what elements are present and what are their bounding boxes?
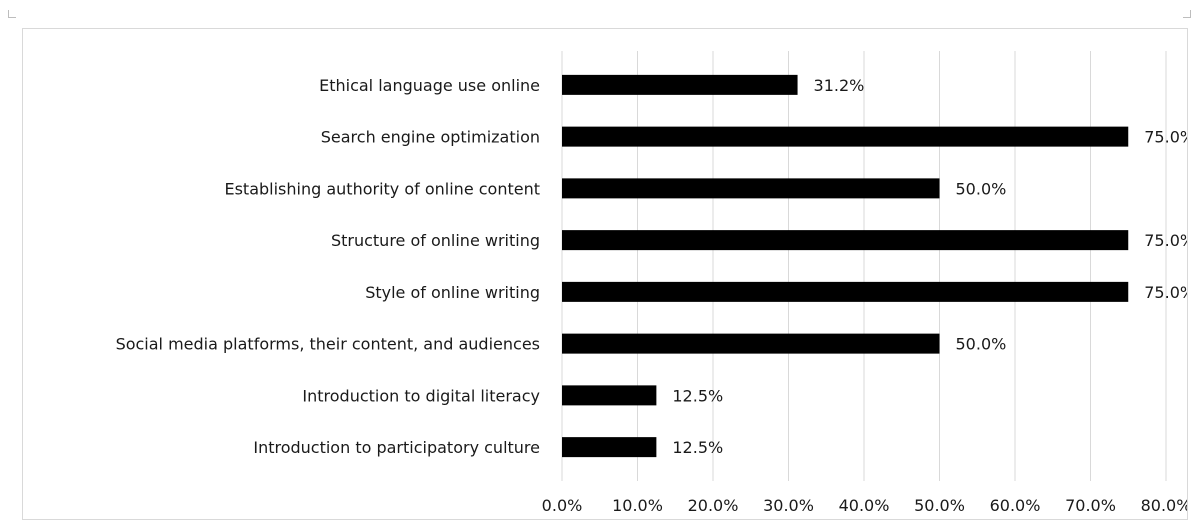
x-tick-label: 0.0% <box>542 496 583 515</box>
data-label: 75.0% <box>1144 128 1187 147</box>
x-axis-tick-labels: 0.0% 10.0% 20.0% 30.0% 40.0% 50.0% 60.0% 70.0% 8… <box>542 496 1192 515</box>
x-tick-label: 40.0% <box>839 496 890 515</box>
x-tick-label: 80.0% <box>1141 496 1187 515</box>
bar <box>562 178 940 199</box>
category-label: Introduction to digital literacy <box>302 386 540 405</box>
bar <box>562 385 657 406</box>
data-label: 12.5% <box>672 438 723 457</box>
x-tick-label: 10.0% <box>612 496 663 515</box>
x-tick-label: 30.0% <box>763 496 814 515</box>
data-label: 50.0% <box>956 179 1007 198</box>
category-label: Structure of online writing <box>331 231 540 250</box>
category-label: Ethical language use online <box>319 76 540 95</box>
data-label: 12.5% <box>672 386 723 405</box>
bar <box>562 230 1129 251</box>
x-tick-label: 60.0% <box>990 496 1041 515</box>
bars <box>562 74 1129 458</box>
data-label: 31.2% <box>814 76 865 95</box>
x-tick-label: 50.0% <box>914 496 965 515</box>
category-labels: Ethical language use online Search engine… <box>116 76 540 457</box>
bar <box>562 437 657 458</box>
data-label: 50.0% <box>956 335 1007 354</box>
bar <box>562 74 798 95</box>
crop-mark-top-right-h <box>1183 17 1191 18</box>
category-label: Introduction to participatory culture <box>253 438 540 457</box>
data-labels: 31.2% 75.0% 50.0% 75.0% 75.0% 50.0% 12.5% 12.5% <box>672 76 1195 457</box>
bar <box>562 281 1129 302</box>
x-tick-label: 70.0% <box>1065 496 1116 515</box>
crop-mark-top-right-v <box>1190 10 1191 18</box>
category-label: Establishing authority of online content <box>224 179 540 198</box>
chart-area: Ethical language use online Search engine… <box>22 28 1195 520</box>
data-label: 75.0% <box>1144 231 1187 250</box>
category-label: Social media platforms, their content, a… <box>116 335 540 354</box>
crop-mark-top-left-v <box>8 10 9 18</box>
bar <box>562 126 1129 147</box>
crop-mark-top-left-h <box>8 17 16 18</box>
bar <box>562 333 940 354</box>
bar-chart: Ethical language use online Search engine… <box>116 51 1195 515</box>
category-label: Style of online writing <box>365 283 540 302</box>
gridlines <box>561 51 1167 481</box>
data-label: 75.0% <box>1144 283 1187 302</box>
category-label: Search engine optimization <box>321 128 540 147</box>
x-tick-label: 20.0% <box>688 496 739 515</box>
